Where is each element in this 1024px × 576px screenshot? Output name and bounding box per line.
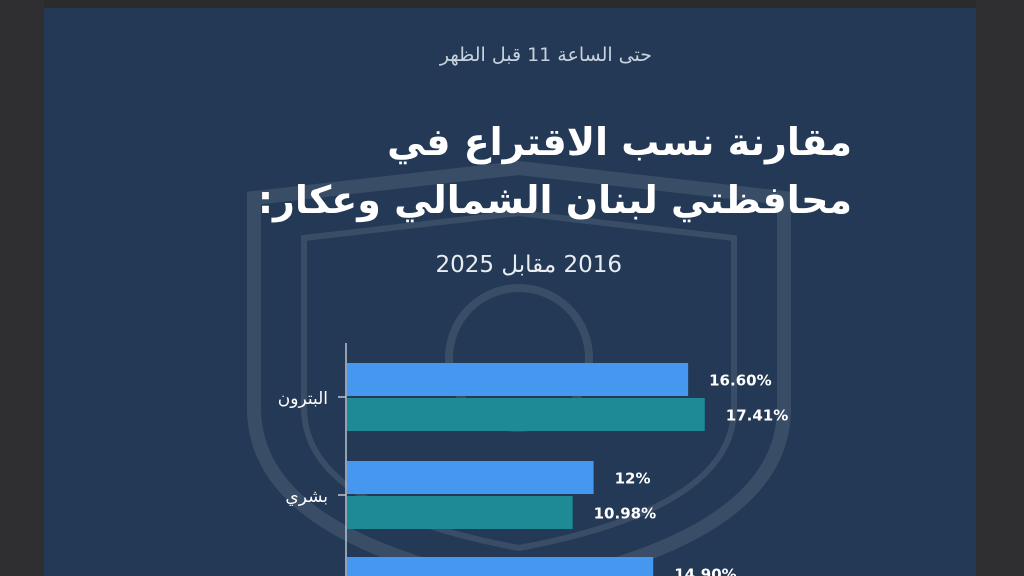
- data-label: 16.60%: [709, 372, 771, 390]
- bar-series-0: [347, 557, 654, 576]
- bar-series-0: [347, 363, 689, 396]
- time-note: حتى الساعة 11 قبل الظهر: [439, 44, 652, 66]
- data-label: 14.90%: [674, 566, 736, 576]
- bar-series-1: [347, 398, 705, 431]
- chart-subtitle: 2016 مقابل 2025: [435, 252, 623, 278]
- category-label: البترون: [278, 389, 328, 409]
- left-margin: [0, 0, 44, 576]
- bar-series-1: [347, 496, 573, 529]
- category-label: بشري: [285, 487, 328, 507]
- data-label: 10.98%: [594, 505, 656, 523]
- page-title: مقارنة نسب الاقتراع في محافظتي لبنان الش…: [257, 120, 852, 222]
- bar-series-0: [347, 461, 594, 494]
- infographic-panel: حتى الساعة 11 قبل الظهر مقارنة نسب الاقت…: [44, 8, 976, 576]
- data-label: 17.41%: [726, 407, 788, 425]
- data-label: 12%: [615, 470, 651, 488]
- right-margin: [976, 0, 1024, 576]
- bar-chart: البترون 16.60% 17.41% بشري 12% 10.98% 14.90%: [278, 343, 788, 576]
